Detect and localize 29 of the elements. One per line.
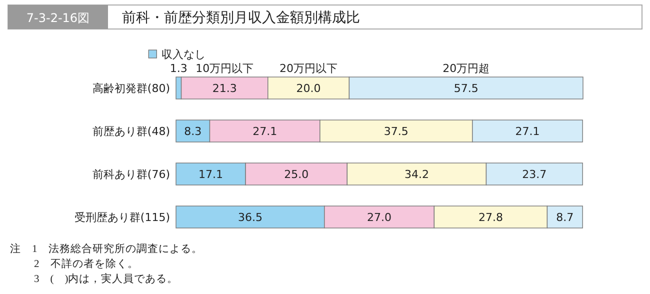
y-tick-label: 高齢初発群(80): [92, 82, 170, 95]
data-label: 8.3: [184, 125, 202, 138]
y-tick-label: 前科あり群(76): [92, 168, 170, 181]
data-label: 21.3: [212, 82, 237, 95]
data-label: 57.5: [454, 82, 478, 95]
data-label: 36.5: [238, 211, 262, 224]
legend-label: 収入なし: [162, 48, 206, 61]
data-label: 27.1: [252, 125, 278, 138]
series-label: 10万円以下: [196, 62, 254, 75]
data-label: 37.5: [384, 125, 408, 138]
data-label: 27.8: [478, 211, 503, 224]
data-label: 20.0: [296, 82, 321, 95]
y-tick-label: 前歴あり群(48): [92, 125, 170, 138]
text: 2 不詳の者を除く。: [34, 257, 138, 270]
data-label: 25.0: [284, 168, 309, 181]
data-label: 23.7: [522, 168, 547, 181]
y-tick-label: 受刑歴あり群(115): [74, 211, 170, 224]
data-label: 34.2: [404, 168, 429, 181]
text: 3 ( )内は，実人員である。: [34, 272, 178, 285]
text: 注 1 法務総合研究所の調査による。: [10, 242, 202, 255]
data-label: 1.3: [170, 62, 188, 75]
series-label: 20万円以下: [280, 62, 338, 75]
data-label: 27.1: [515, 125, 540, 138]
text: 7-3-2-16図: [26, 11, 90, 25]
series-label: 20万円超: [442, 62, 490, 75]
data-label: 17.1: [198, 168, 224, 181]
data-label: 8.7: [556, 211, 574, 224]
chart-title: 前科・前歴分類別月収入金額別構成比: [122, 10, 360, 26]
data-label: 27.0: [367, 211, 392, 224]
